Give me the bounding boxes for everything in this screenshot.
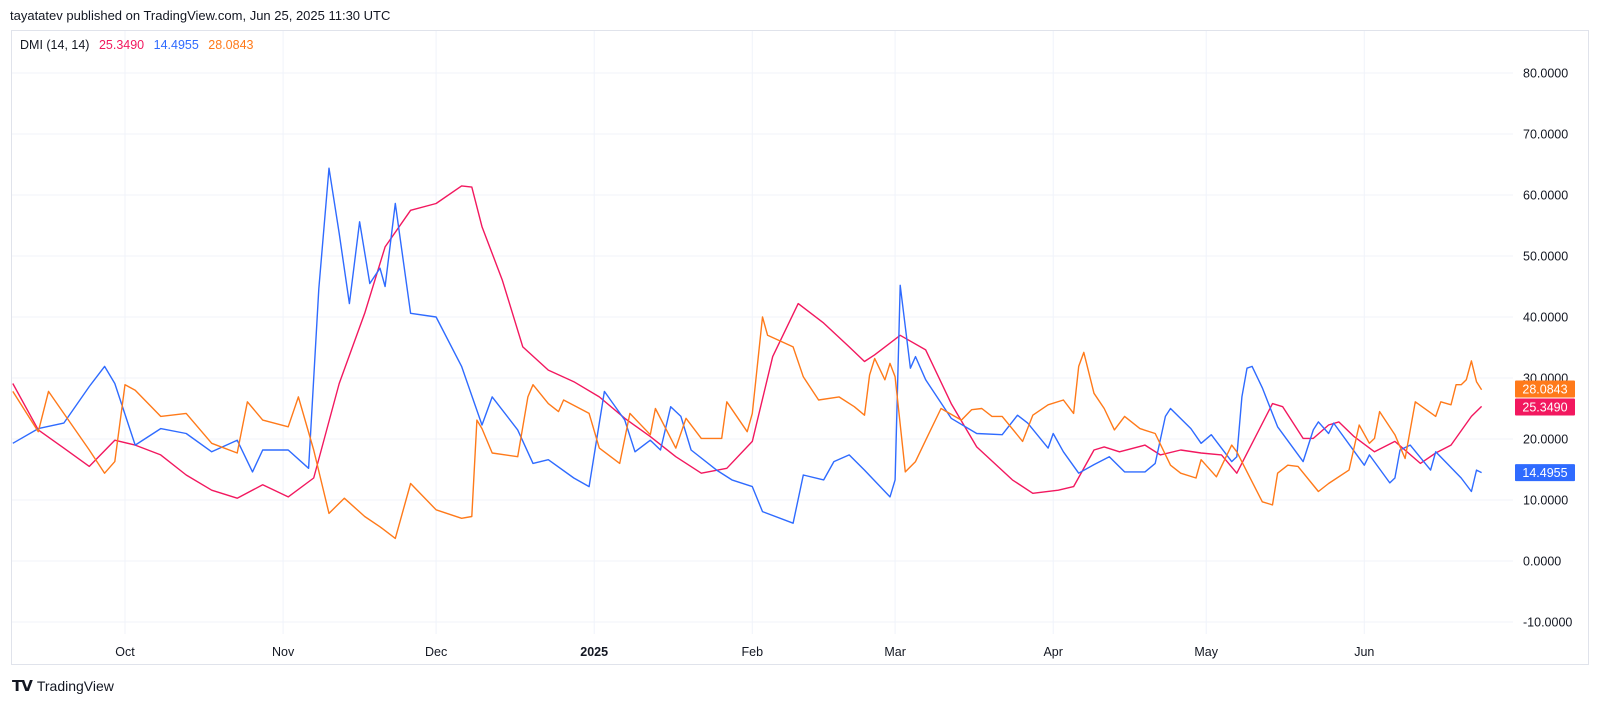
legend-value-blue: 14.4955 (153, 38, 199, 52)
series-line-orange (12, 316, 1483, 540)
price-label-red: 25.3490 (1522, 401, 1567, 415)
x-tick-label: Apr (1043, 645, 1062, 659)
chart-frame (11, 30, 1589, 665)
series-line-red (12, 185, 1483, 499)
y-tick-label: 60.0000 (1523, 189, 1568, 203)
y-tick-label: 20.0000 (1523, 433, 1568, 447)
y-tick-label: -10.0000 (1523, 616, 1572, 630)
y-tick-label: 40.0000 (1523, 311, 1568, 325)
price-label-red-box (1515, 398, 1575, 416)
price-label-orange: 28.0843 (1522, 383, 1567, 397)
y-tick-label: 50.0000 (1523, 250, 1568, 264)
tradingview-logo-icon: 𝗧𝗩 (12, 678, 33, 695)
x-tick-label: Jun (1354, 645, 1374, 659)
legend-value-orange: 28.0843 (208, 38, 254, 52)
y-tick-label: 10.0000 (1523, 494, 1568, 508)
y-tick-label: 0.0000 (1523, 555, 1561, 569)
indicator-legend: DMI (14, 14) 25.3490 14.4955 28.0843 (20, 38, 259, 52)
price-label-orange-box (1515, 380, 1575, 398)
x-tick-label: Dec (425, 645, 447, 659)
tradingview-logo[interactable]: 𝗧𝗩 TradingView (12, 677, 114, 695)
legend-value-red: 25.3490 (98, 38, 145, 52)
series-line-blue (12, 167, 1482, 524)
x-tick-label: May (1194, 645, 1218, 659)
x-tick-label: 2025 (580, 645, 608, 659)
price-label-blue-box (1515, 464, 1575, 482)
tradingview-logo-text: TradingView (36, 678, 114, 694)
y-tick-label: 70.0000 (1523, 128, 1568, 142)
x-tick-label: Nov (272, 645, 295, 659)
legend-indicator-name[interactable]: DMI (14, 14) (20, 38, 90, 52)
x-tick-label: Oct (115, 645, 135, 659)
publisher-line: tayatatev published on TradingView.com, … (10, 8, 391, 23)
x-tick-label: Feb (742, 645, 764, 659)
price-label-blue: 14.4955 (1522, 466, 1567, 480)
y-tick-label: 80.0000 (1523, 67, 1568, 81)
x-tick-label: Mar (884, 645, 906, 659)
